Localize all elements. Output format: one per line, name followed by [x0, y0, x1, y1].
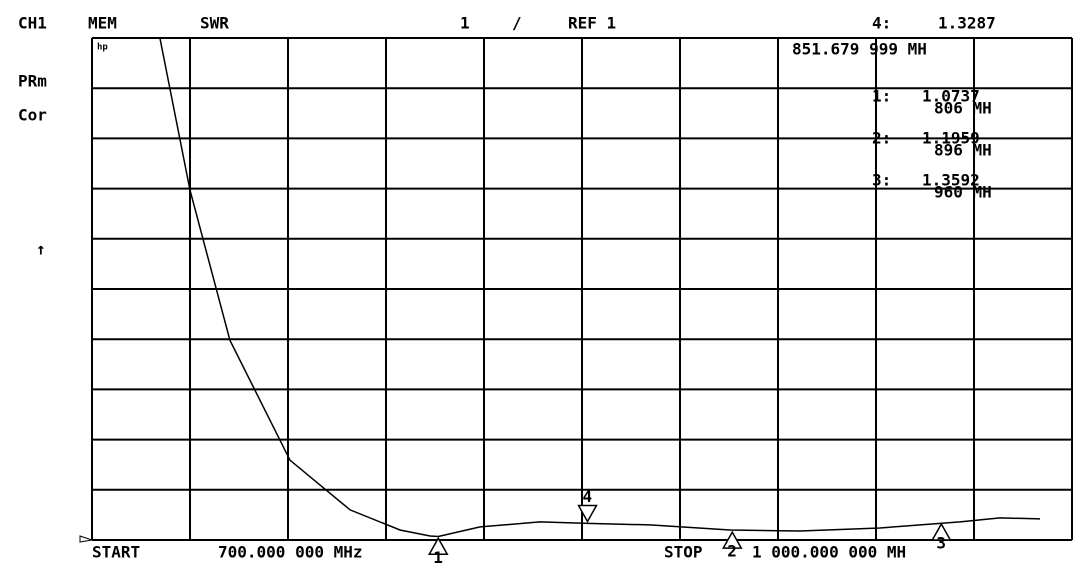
- side-label: PRm: [18, 72, 47, 91]
- marker-id: 3: [936, 533, 946, 552]
- stop-label: STOP: [664, 543, 703, 562]
- active-marker-value: 1.3287: [938, 14, 996, 33]
- marker-value: 1.3592: [922, 171, 980, 190]
- marker-symbol: [577, 504, 598, 524]
- marker-symbol: [721, 530, 743, 549]
- active-marker-freq: 851.679 999 MH: [792, 40, 927, 59]
- reference: REF 1: [568, 14, 616, 33]
- trace: [92, 37, 1041, 538]
- active-marker-label: 4:: [872, 14, 891, 33]
- marker-freq: 896 MH: [934, 141, 992, 160]
- marker-label: 2:: [872, 129, 891, 148]
- marker-freq: 806 MH: [934, 99, 992, 118]
- marker-value: 1.1959: [922, 129, 980, 148]
- marker-id: 2: [727, 542, 737, 561]
- channel: CH1: [18, 14, 47, 33]
- marker-label: 1:: [872, 87, 891, 106]
- logo: hp: [97, 43, 108, 53]
- slash: /: [512, 14, 522, 33]
- marker-id: 4: [582, 487, 592, 506]
- scale: 1: [460, 14, 470, 33]
- format: SWR: [200, 14, 229, 33]
- side-label: Cor: [18, 106, 47, 125]
- arrow: ↑: [36, 240, 46, 259]
- start-label: START: [92, 543, 140, 562]
- marker-label: 3:: [872, 171, 891, 190]
- stop-value: 1 000.000 000 MH: [752, 543, 906, 562]
- marker-symbol: [427, 536, 449, 556]
- ref-pointer: [79, 535, 93, 543]
- marker-id: 1: [433, 548, 443, 567]
- start-value: 700.000 000 MHz: [218, 543, 363, 562]
- mode: MEM: [88, 14, 117, 33]
- marker-symbol: [931, 522, 952, 541]
- marker-freq: 960 MH: [934, 183, 992, 202]
- marker-value: 1.0737: [922, 87, 980, 106]
